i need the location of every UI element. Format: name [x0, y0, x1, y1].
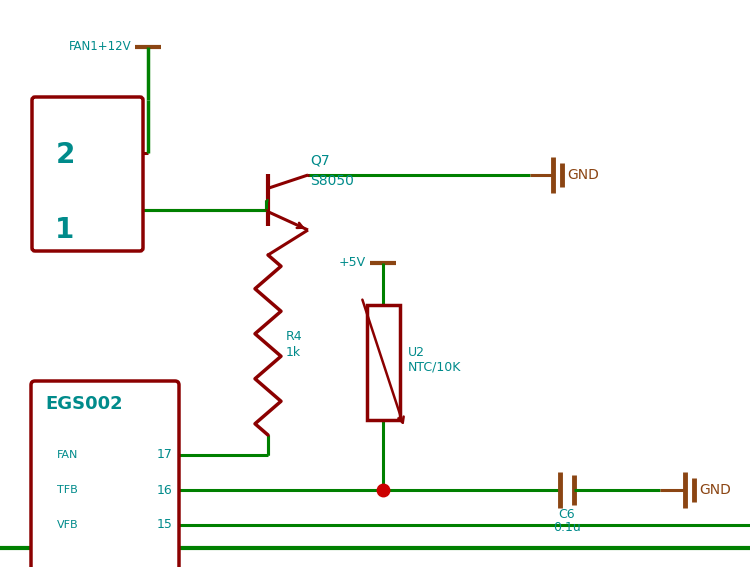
Text: S8050: S8050 — [310, 174, 354, 188]
Text: +5V: +5V — [339, 256, 366, 269]
Text: FAN: FAN — [57, 450, 78, 460]
Text: TFB: TFB — [57, 485, 78, 495]
Text: 1k: 1k — [286, 346, 301, 359]
Text: U2: U2 — [407, 346, 424, 359]
Text: NTC/10K: NTC/10K — [407, 361, 460, 374]
FancyBboxPatch shape — [31, 381, 179, 567]
Text: 17: 17 — [157, 448, 172, 462]
Bar — [367, 305, 400, 420]
Text: 2: 2 — [56, 141, 75, 169]
Text: GND: GND — [699, 483, 730, 497]
Text: GND: GND — [567, 168, 598, 182]
FancyBboxPatch shape — [32, 97, 143, 251]
Text: 0.1u: 0.1u — [553, 521, 580, 534]
Text: R4: R4 — [286, 331, 302, 344]
Text: 16: 16 — [157, 484, 172, 497]
Text: EGS002: EGS002 — [45, 395, 123, 413]
Text: C6: C6 — [559, 508, 575, 521]
Text: FAN1+12V: FAN1+12V — [68, 40, 131, 53]
Text: 15: 15 — [157, 518, 172, 531]
Text: VFB: VFB — [57, 520, 79, 530]
Text: Q7: Q7 — [310, 154, 330, 168]
Text: 1: 1 — [56, 216, 74, 244]
